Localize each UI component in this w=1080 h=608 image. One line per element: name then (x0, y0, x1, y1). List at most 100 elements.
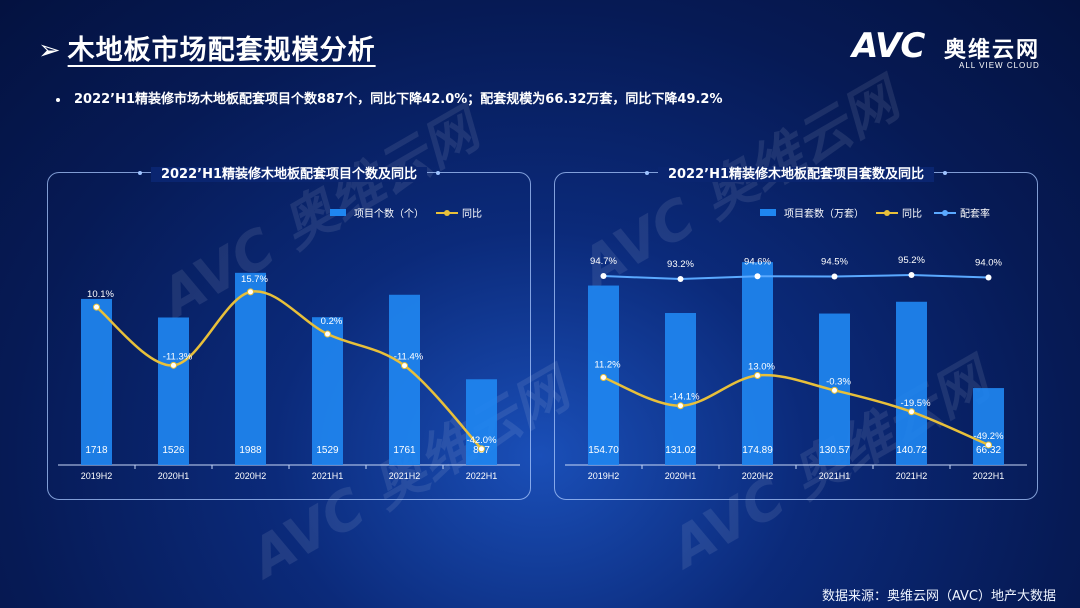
logo-mark: AVC (852, 26, 925, 66)
legend-label: 同比 (902, 208, 922, 220)
rate-label: 95.2% (898, 255, 925, 266)
bar-value-label: 130.57 (819, 445, 850, 456)
yoy-point (93, 303, 100, 311)
yoy-label: -42.0% (466, 435, 497, 446)
bar-value-label: 66.32 (976, 445, 1001, 456)
legend-swatch-bar (330, 209, 346, 216)
yoy-label: -49.2% (973, 431, 1004, 442)
bar (235, 272, 266, 465)
x-tick-label: 2020H2 (235, 471, 267, 481)
yoy-point (600, 373, 607, 381)
x-tick-label: 2021H2 (389, 471, 421, 481)
bar (973, 388, 1004, 465)
bullet-icon (56, 97, 60, 102)
yoy-label: 11.2% (594, 359, 621, 370)
x-tick-label: 2019H2 (81, 471, 113, 481)
rate-label: 94.6% (744, 256, 771, 267)
legend-swatch-bar (760, 209, 776, 216)
yoy-label: -11.4% (394, 352, 424, 363)
rate-point (754, 273, 761, 280)
x-tick-label: 2022H1 (466, 471, 498, 481)
bar-value-label: 174.89 (742, 445, 773, 456)
logo-cn: 奥维云网 (944, 38, 1041, 63)
rate-label: 94.0% (975, 257, 1002, 268)
chart-panel-projects: 2022’H1精装修木地板配套项目个数及同比 2019H2 2020H1 2020H… (47, 167, 531, 500)
x-tick-label: 2022H1 (973, 471, 1005, 481)
x-tick-label: 2020H1 (158, 471, 190, 481)
rate-point (677, 276, 684, 283)
data-source: 数据来源：奥维云网（AVC）地产大数据 (821, 589, 1056, 604)
bar-value-label: 1761 (393, 445, 416, 456)
bar-value-label: 1529 (316, 445, 339, 456)
corner-dot-icon (138, 171, 142, 175)
yoy-point (324, 330, 331, 338)
summary-text: 2022’H1精装修市场木地板配套项目个数887个，同比下降42.0%；配套规模… (74, 92, 723, 107)
legend-label: 项目个数（个） (354, 207, 424, 220)
yoy-label: -0.3% (826, 376, 851, 387)
bar (312, 317, 343, 465)
yoy-label: 13.0% (748, 361, 775, 372)
yoy-point (247, 288, 254, 296)
corner-dot-icon (436, 171, 440, 175)
corner-dot-icon (645, 171, 649, 175)
corner-dot-icon (943, 171, 947, 175)
bar (896, 301, 927, 465)
rate-point (908, 272, 915, 279)
x-tick-label: 2021H1 (312, 471, 344, 481)
yoy-label: 15.7% (241, 274, 268, 285)
bar (742, 262, 773, 465)
summary-bullet: 2022’H1精装修市场木地板配套项目个数887个，同比下降42.0%；配套规模… (56, 88, 723, 107)
avc-logo: AVC 奥维云网 ALL VIEW CLOUD (852, 26, 1052, 70)
legend-swatch-dot (444, 210, 450, 216)
bar-value-label: 1718 (85, 445, 108, 456)
yoy-point (754, 371, 761, 379)
rate-line (603, 274, 989, 281)
rate-point (600, 273, 607, 280)
rate-label: 94.5% (821, 256, 848, 267)
legend-label: 配套率 (960, 207, 990, 220)
yoy-point (478, 445, 485, 453)
legend-label: 项目套数（万套） (784, 207, 864, 220)
yoy-line (603, 373, 989, 447)
yoy-point (677, 402, 684, 410)
yoy-point (170, 361, 177, 369)
rate-point (985, 274, 992, 281)
legend-swatch-dot (942, 210, 948, 216)
x-tick-label: 2021H2 (896, 471, 928, 481)
yoy-line (95, 290, 483, 450)
rate-label: 94.7% (590, 256, 617, 267)
bar-value-label: 1526 (162, 445, 185, 456)
x-tick-label: 2020H2 (742, 471, 774, 481)
legend-swatch-dot (884, 210, 890, 216)
chart-title: 2022’H1精装修木地板配套项目个数及同比 (150, 167, 428, 182)
legend-label: 同比 (462, 208, 482, 220)
x-tick-label: 2021H1 (819, 471, 851, 481)
units-chart: 2019H2 2020H1 2020H2 2021H1 2021H2 2022H1 154.… (565, 207, 1027, 481)
projects-chart: 2019H2 2020H1 2020H2 2021H1 2021H2 2022H1 1718… (58, 207, 520, 481)
bar-value-label: 154.70 (588, 445, 619, 456)
yoy-point (908, 408, 915, 416)
bar-value-label: 140.72 (896, 445, 927, 456)
chart-panel-units: 2022’H1精装修木地板配套项目套数及同比 2019H2 2020H1 2020H… (554, 167, 1038, 500)
rate-point (831, 273, 838, 280)
page-title-text: 木地板市场配套规模分析 (67, 35, 376, 66)
bar (81, 298, 112, 465)
chart-title: 2022’H1精装修木地板配套项目套数及同比 (657, 167, 935, 182)
bar-value-label: 1988 (239, 445, 262, 456)
bar (158, 317, 189, 465)
yoy-label: 10.1% (87, 289, 114, 300)
yoy-label: -11.3% (163, 351, 193, 362)
x-tick-label: 2019H2 (588, 471, 620, 481)
yoy-label: -19.5% (900, 398, 931, 409)
bar (389, 294, 420, 465)
logo-en: ALL VIEW CLOUD (959, 61, 1040, 70)
yoy-point (985, 441, 992, 449)
yoy-point (831, 386, 838, 394)
yoy-label: -14.1% (669, 392, 700, 403)
yoy-point (401, 362, 408, 370)
bar (665, 313, 696, 465)
rate-label: 93.2% (667, 259, 694, 270)
x-tick-label: 2020H1 (665, 471, 697, 481)
arrow-icon: ➢ (38, 35, 62, 66)
yoy-label: 0.2% (321, 316, 343, 327)
